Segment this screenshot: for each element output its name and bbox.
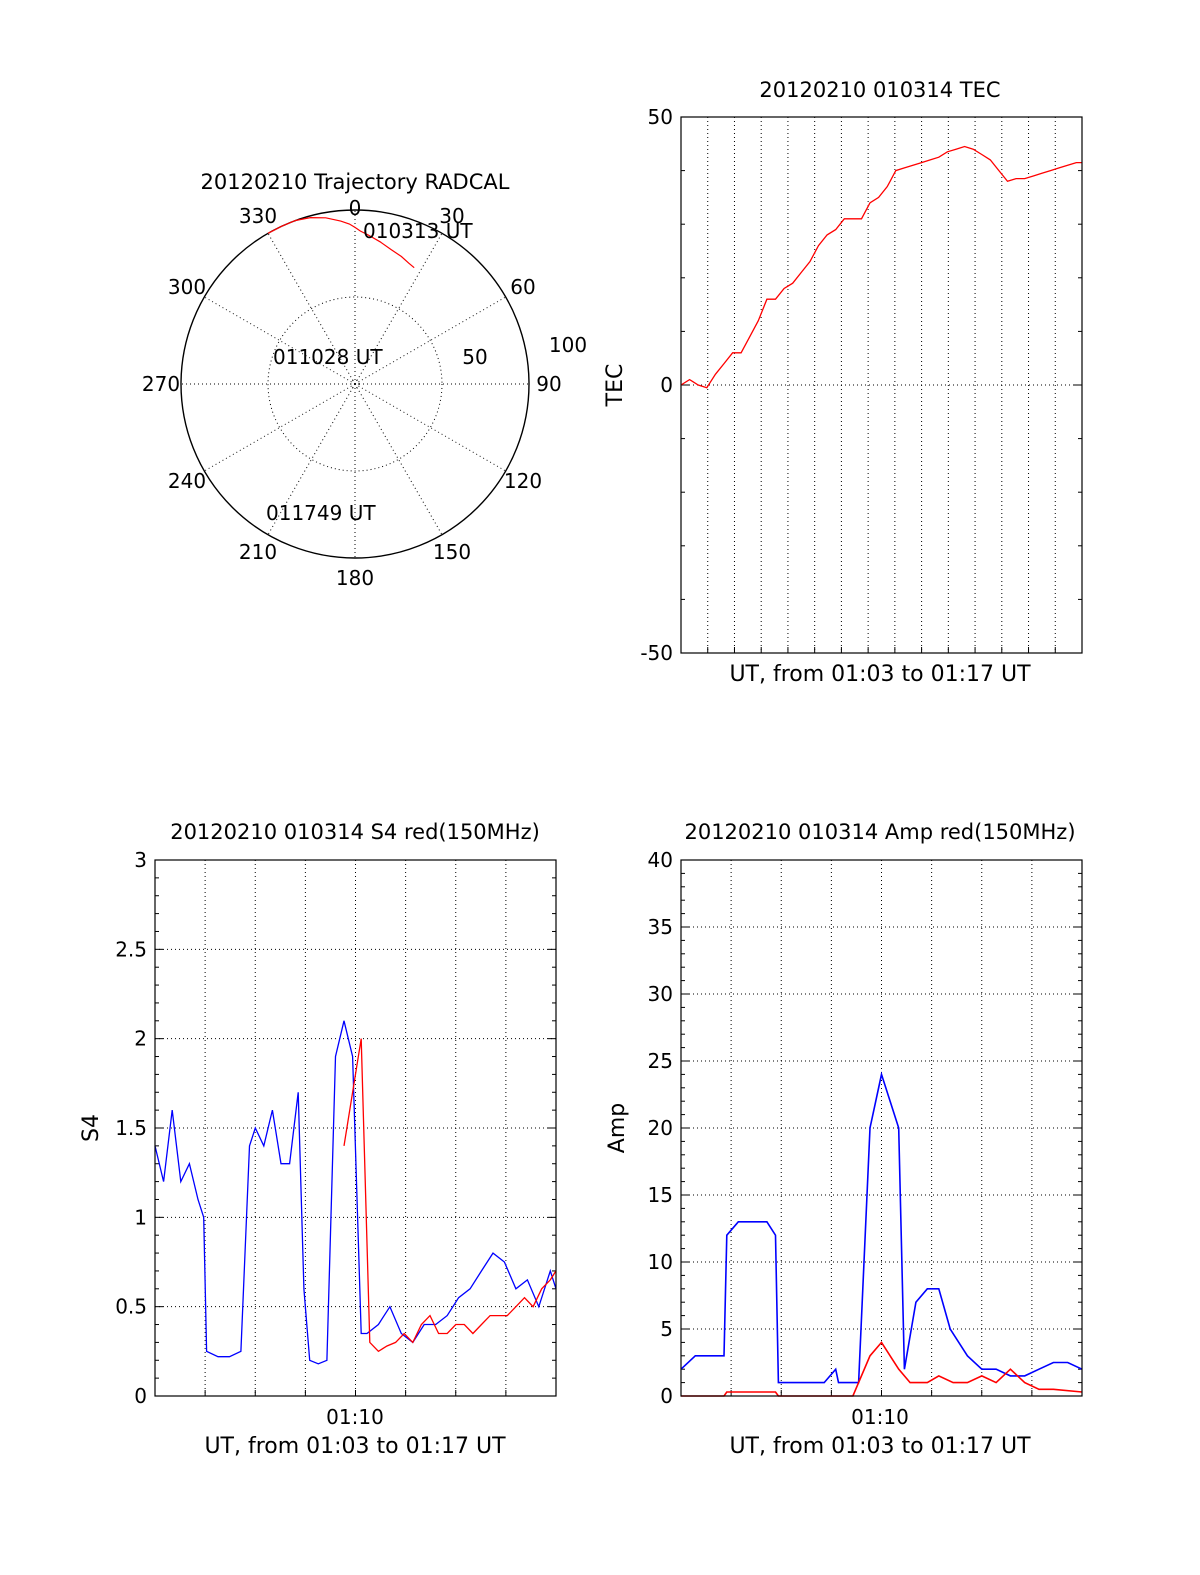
tec-plot-frame: [680, 116, 1083, 654]
y-tick-label: 5: [660, 1317, 673, 1341]
y-tick-label: 25: [648, 1049, 673, 1073]
amp-plot-frame: [680, 859, 1083, 1397]
polar-angle-label: 210: [239, 540, 277, 564]
polar-trajectory-line: [267, 216, 415, 269]
amp-x-tick-label: 01:10: [851, 1405, 909, 1429]
y-tick-label: 15: [648, 1183, 673, 1207]
series-line-red: [343, 1038, 557, 1353]
polar-angle-label: 180: [336, 566, 374, 590]
y-tick-label: 30: [648, 982, 673, 1006]
y-tick-label: 0.5: [115, 1295, 147, 1319]
y-tick-label: 2.5: [115, 937, 147, 961]
tec-y-tick-labels: -50 0 50: [640, 105, 673, 665]
polar-spoke-210: [267, 383, 356, 535]
tec-panel: 20120210 010314 TEC -50 0 50 TEC UT, from …: [603, 78, 1083, 687]
s4-y-tick-labels: 0 0.5 1 1.5 2 2.5 3: [115, 848, 147, 1408]
annotation-start-time: 010313 UT: [363, 219, 473, 243]
polar-angle-label: 0: [349, 196, 362, 220]
annotation-end-time: 011749 UT: [266, 501, 376, 525]
tec-grid: [681, 116, 1082, 654]
polar-spoke-240: [204, 383, 356, 472]
amp-panel: 20120210 010314 Amp red(150MHz) 0 5 10 15 20…: [605, 820, 1083, 1459]
polar-title: 20120210 Trajectory RADCAL: [201, 170, 510, 194]
y-tick-label: 10: [648, 1250, 673, 1274]
amp-series: [680, 1071, 1083, 1397]
y-tick-label: 3: [134, 848, 147, 872]
tec-y-axis-label: TEC: [603, 364, 628, 408]
polar-angle-label: 240: [168, 469, 206, 493]
polar-grid-circle-50: [267, 296, 443, 472]
polar-angle-label: 150: [433, 540, 471, 564]
polar-radial-labels: 50 100: [462, 333, 587, 369]
polar-grid: [180, 209, 530, 559]
polar-angle-labels: 0 30 60 90 120 150 180 210 240 270 300 330: [142, 196, 562, 590]
tec-title: 20120210 010314 TEC: [759, 78, 1000, 102]
y-tick-label: 40: [648, 848, 673, 872]
amp-y-axis-label: Amp: [605, 1103, 630, 1153]
polar-spoke-300: [204, 296, 356, 385]
series-line-blue: [154, 1020, 557, 1365]
s4-x-tick-label: 01:10: [326, 1405, 384, 1429]
polar-spoke-120: [354, 383, 506, 472]
y-tick-label: 1.5: [115, 1116, 147, 1140]
y-tick-label: 0: [134, 1384, 147, 1408]
annotation-mid-time: 011028 UT: [273, 345, 383, 369]
series-line-red: [680, 145, 1082, 389]
s4-series: [154, 1020, 557, 1365]
polar-angle-label: 120: [504, 469, 542, 493]
polar-outer-circle: [180, 209, 530, 559]
series-line-red: [681, 1341, 1083, 1397]
y-tick-label: 35: [648, 915, 673, 939]
s4-y-axis-label: S4: [79, 1114, 104, 1142]
polar-angle-label: 300: [168, 275, 206, 299]
y-tick-label: 50: [648, 105, 673, 129]
polar-spoke-60: [354, 296, 506, 385]
polar-trajectory-panel: 20120210 Trajectory RADCAL 0 30 60 90 120 150…: [142, 170, 587, 590]
polar-spoke-330: [267, 233, 356, 385]
amp-y-tick-labels: 0 5 10 15 20 25 30 35 40: [648, 848, 673, 1408]
amp-x-axis-label: UT, from 01:03 to 01:17 UT: [729, 1434, 1031, 1459]
polar-spoke-30: [354, 233, 443, 385]
s4-x-axis-label: UT, from 01:03 to 01:17 UT: [204, 1434, 506, 1459]
polar-radial-label: 100: [549, 333, 587, 357]
polar-angle-label: 60: [510, 275, 535, 299]
y-tick-label: 20: [648, 1116, 673, 1140]
tec-x-axis-label: UT, from 01:03 to 01:17 UT: [729, 662, 1031, 687]
polar-angle-label: 330: [239, 204, 277, 228]
s4-plot-frame: [154, 859, 557, 1397]
y-tick-label: 0: [660, 373, 673, 397]
amp-title: 20120210 010314 Amp red(150MHz): [684, 820, 1075, 844]
polar-angle-label: 90: [536, 372, 561, 396]
y-tick-label: 0: [660, 1384, 673, 1408]
polar-angle-label: 270: [142, 372, 180, 396]
y-tick-label: -50: [640, 641, 673, 665]
polar-angle-label: 30: [439, 204, 464, 228]
s4-panel: 20120210 010314 S4 red(150MHz) 0 0.5 1 1.5 2…: [79, 820, 557, 1459]
tec-series: [680, 145, 1082, 389]
y-tick-label: 1: [134, 1205, 147, 1229]
polar-spoke-150: [354, 383, 443, 535]
polar-series: [267, 216, 415, 269]
y-tick-label: 2: [134, 1027, 147, 1051]
s4-title: 20120210 010314 S4 red(150MHz): [170, 820, 540, 844]
polar-radial-label: 50: [462, 345, 487, 369]
